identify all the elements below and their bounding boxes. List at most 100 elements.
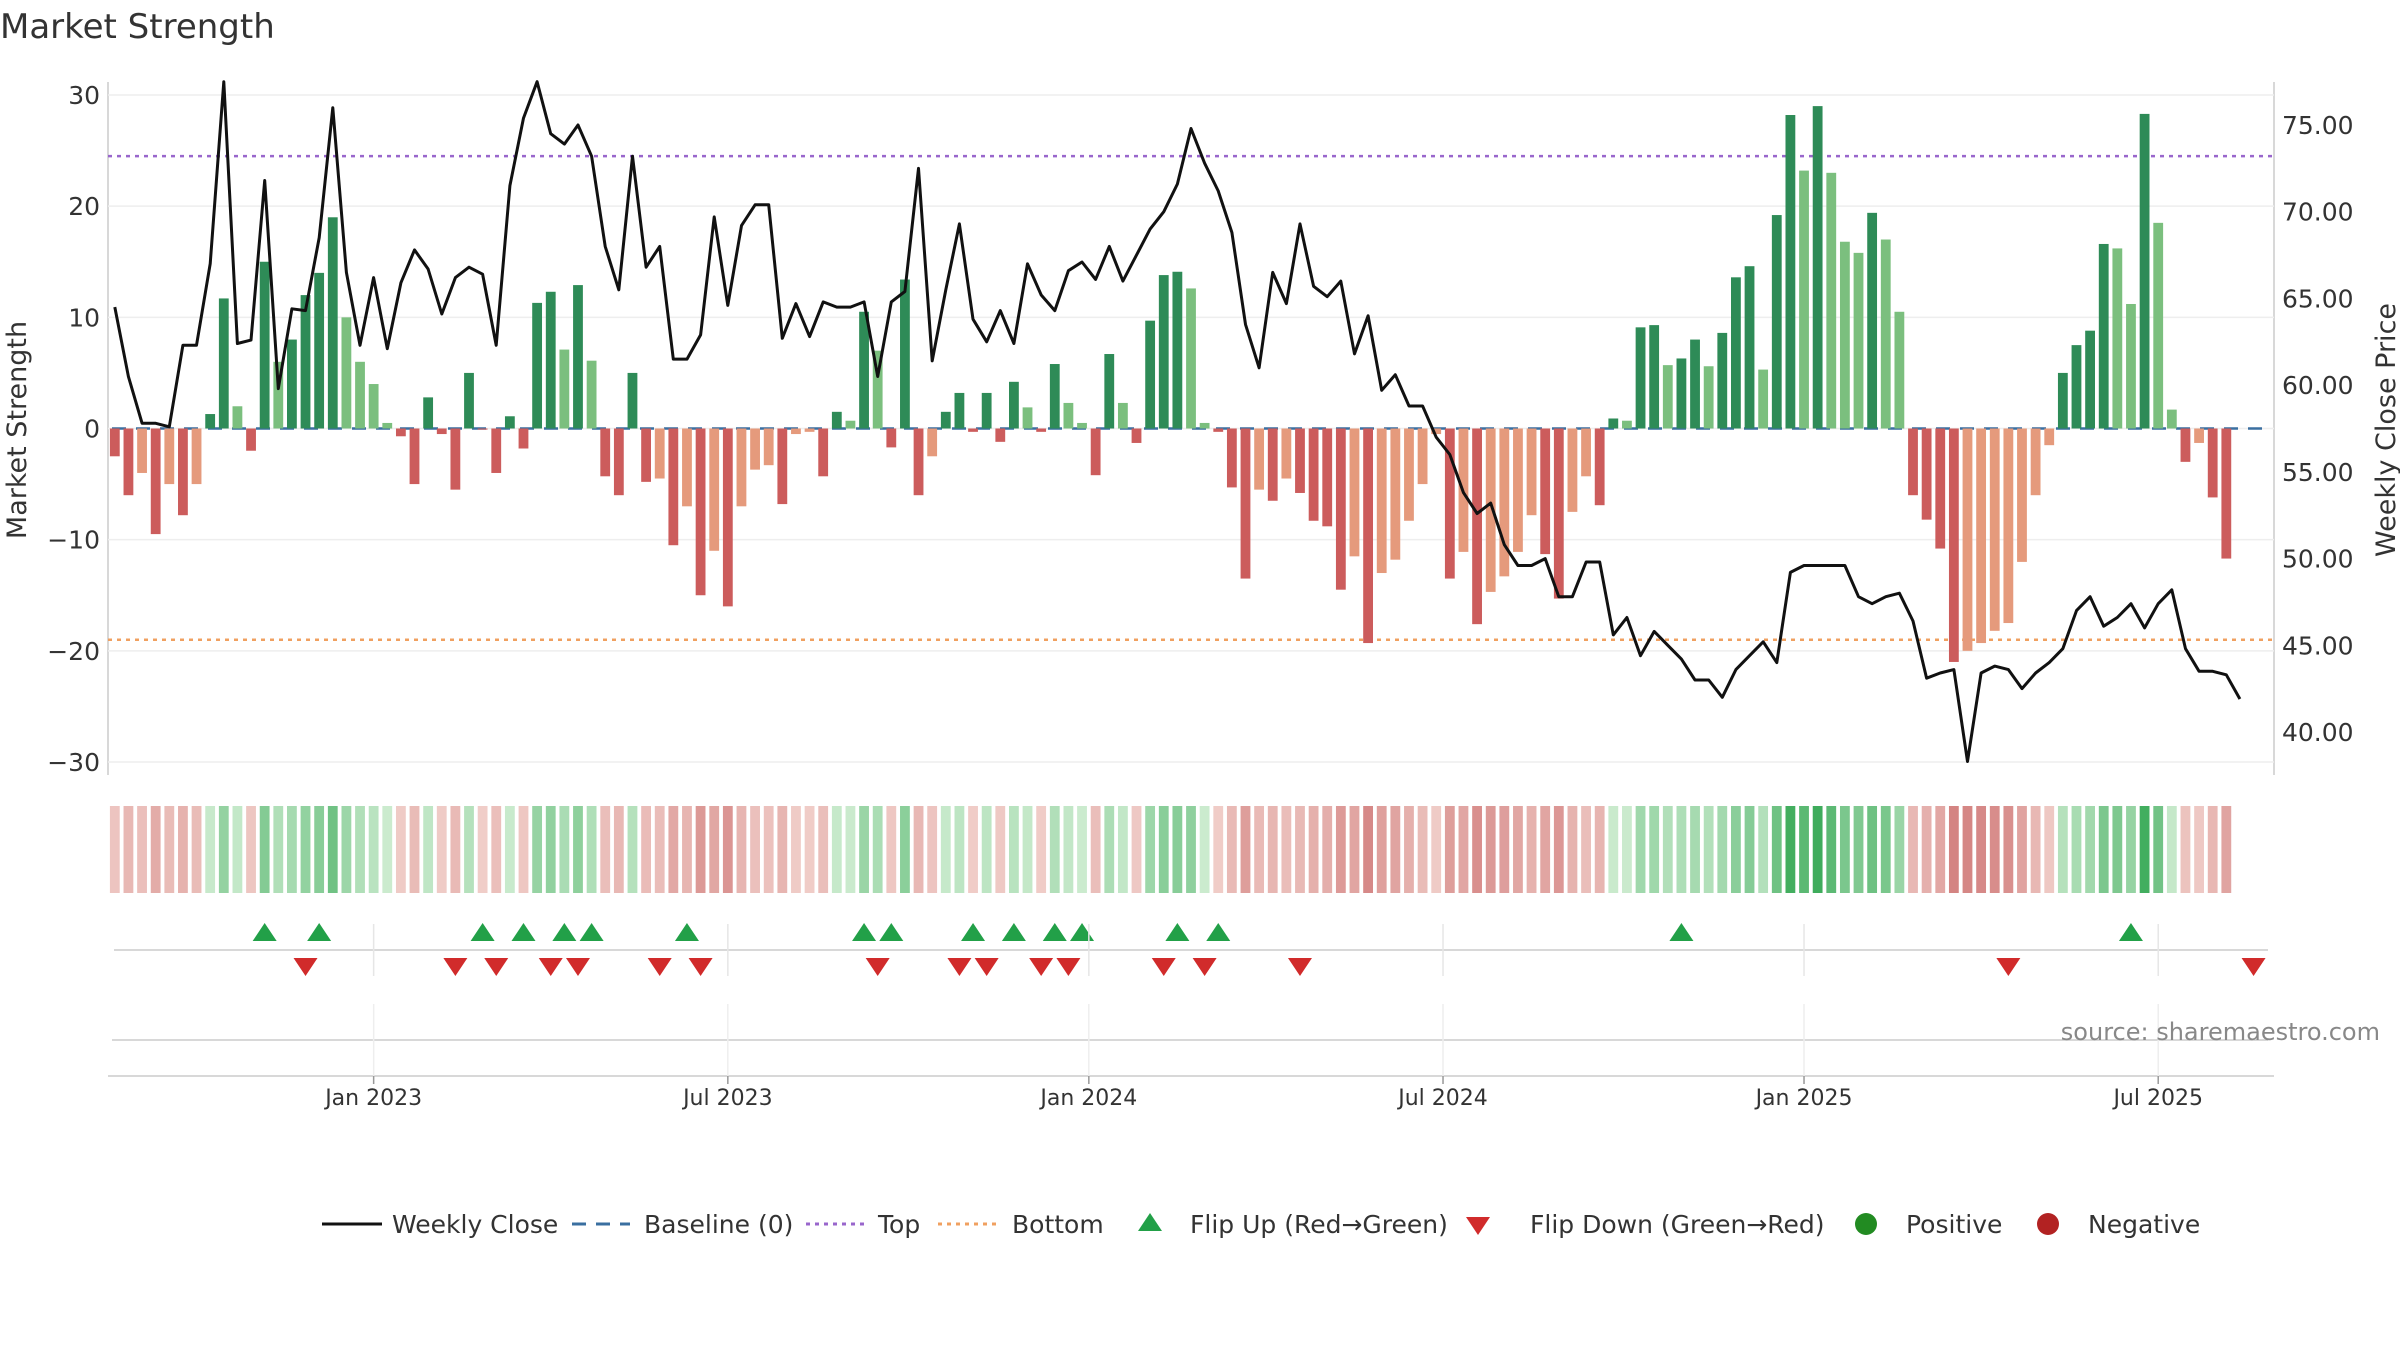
strength-bar [2003, 428, 2014, 624]
flip-down-marker [865, 958, 890, 976]
heat-cell [913, 806, 924, 893]
strength-bar [491, 428, 502, 473]
legend-weekly-close: Weekly Close [392, 1210, 558, 1239]
y-axis-right-ticks: 75.00 70.00 65.00 60.00 55.00 50.00 45.00 40.00 [2282, 111, 2354, 747]
heat-cell [1948, 806, 1959, 893]
y-right-tick-label: 65.00 [2282, 284, 2354, 313]
strength-bar [1799, 170, 1809, 429]
heat-cell [504, 806, 515, 893]
heat-cell [1186, 806, 1196, 893]
heat-cell [1417, 806, 1428, 893]
heat-cell [600, 806, 611, 893]
strength-bar [504, 416, 515, 429]
heat-cell [1908, 806, 1918, 893]
strength-bar [450, 428, 461, 490]
strength-bar [1908, 428, 1918, 496]
heat-cell [1771, 806, 1782, 893]
strength-bar [722, 428, 733, 607]
strength-bar [1894, 311, 1905, 429]
strength-bar [1240, 428, 1251, 579]
source-note: source: sharemaestro.com [2061, 1018, 2380, 1046]
heat-cell [464, 806, 474, 893]
strength-bar [1976, 428, 1987, 644]
heat-cell [1145, 806, 1156, 893]
strength-bar [2071, 345, 2082, 429]
strength-bar [1117, 402, 1128, 429]
strength-bar [1077, 422, 1087, 429]
strength-bar [2126, 303, 2136, 429]
heat-cell [327, 806, 338, 893]
strength-bar [1635, 327, 1646, 429]
heat-cell [981, 806, 992, 893]
heat-cell [1635, 806, 1646, 893]
strength-bar [1526, 428, 1537, 516]
strength-bar [845, 420, 856, 429]
flip-up-marker [1165, 923, 1190, 941]
flip-down-marker [443, 958, 468, 976]
y-left-tick-label: 0 [84, 415, 100, 444]
heat-cell [777, 806, 788, 893]
strength-bar [1948, 428, 1959, 662]
heat-cell [423, 806, 434, 893]
strength-bar [191, 428, 202, 485]
heat-cell [736, 806, 747, 893]
heat-cell [164, 806, 175, 893]
heat-cell [355, 806, 365, 893]
flip-up-marker [252, 923, 277, 941]
strength-bar [518, 428, 529, 449]
heat-cell [450, 806, 461, 893]
strength-bar [2221, 428, 2232, 559]
y-right-tick-label: 45.00 [2282, 631, 2354, 660]
strength-bar [341, 317, 352, 429]
heat-cell [559, 806, 570, 893]
legend-baseline: Baseline (0) [644, 1210, 793, 1239]
heat-cell [1622, 806, 1632, 893]
heat-cell [150, 806, 161, 893]
legend-positive-swatch [1855, 1213, 1877, 1235]
strength-bar [818, 428, 829, 477]
strength-bar [1444, 428, 1455, 579]
strength-bar [1853, 252, 1864, 429]
strength-bar [1731, 277, 1741, 429]
strength-bar [355, 361, 365, 429]
strength-bar [1962, 428, 1973, 651]
flip-down-marker [647, 958, 672, 976]
panel-frames [107, 82, 2275, 1077]
strength-bar [1880, 239, 1891, 429]
strength-bar [300, 295, 311, 429]
heat-cell [1812, 806, 1823, 893]
y-left-tick-label: −20 [47, 637, 100, 666]
strength-bar [2017, 428, 2027, 562]
flip-down-marker [1029, 958, 1054, 976]
heat-cell [1962, 806, 1973, 893]
heat-cell [300, 806, 311, 893]
strength-bar [1608, 418, 1619, 429]
heat-cell [287, 806, 297, 893]
heat-cell [246, 806, 256, 893]
flip-up-marker [1669, 923, 1694, 941]
heat-cell [1703, 806, 1714, 893]
heat-cell [791, 806, 801, 893]
heat-cell [2085, 806, 2095, 893]
strength-bar [1063, 402, 1074, 429]
heat-cell [654, 806, 665, 893]
heat-cell [750, 806, 760, 893]
strength-bar [464, 372, 474, 429]
strength-bar [777, 428, 788, 505]
heat-cell [641, 806, 651, 893]
flip-down-marker [974, 958, 999, 976]
strength-bar [1009, 381, 1019, 429]
strength-bar [382, 422, 393, 429]
heat-cell [341, 806, 352, 893]
heat-cell [1009, 806, 1019, 893]
flip-up-marker [852, 923, 877, 941]
strength-bar [981, 392, 992, 429]
heat-cell [1335, 806, 1346, 893]
flip-down-marker [538, 958, 563, 976]
strength-bar [1553, 428, 1564, 599]
heat-cell [1267, 806, 1278, 893]
strength-bar [1390, 428, 1401, 560]
heat-cell [545, 806, 556, 893]
strength-bar [1431, 428, 1442, 435]
